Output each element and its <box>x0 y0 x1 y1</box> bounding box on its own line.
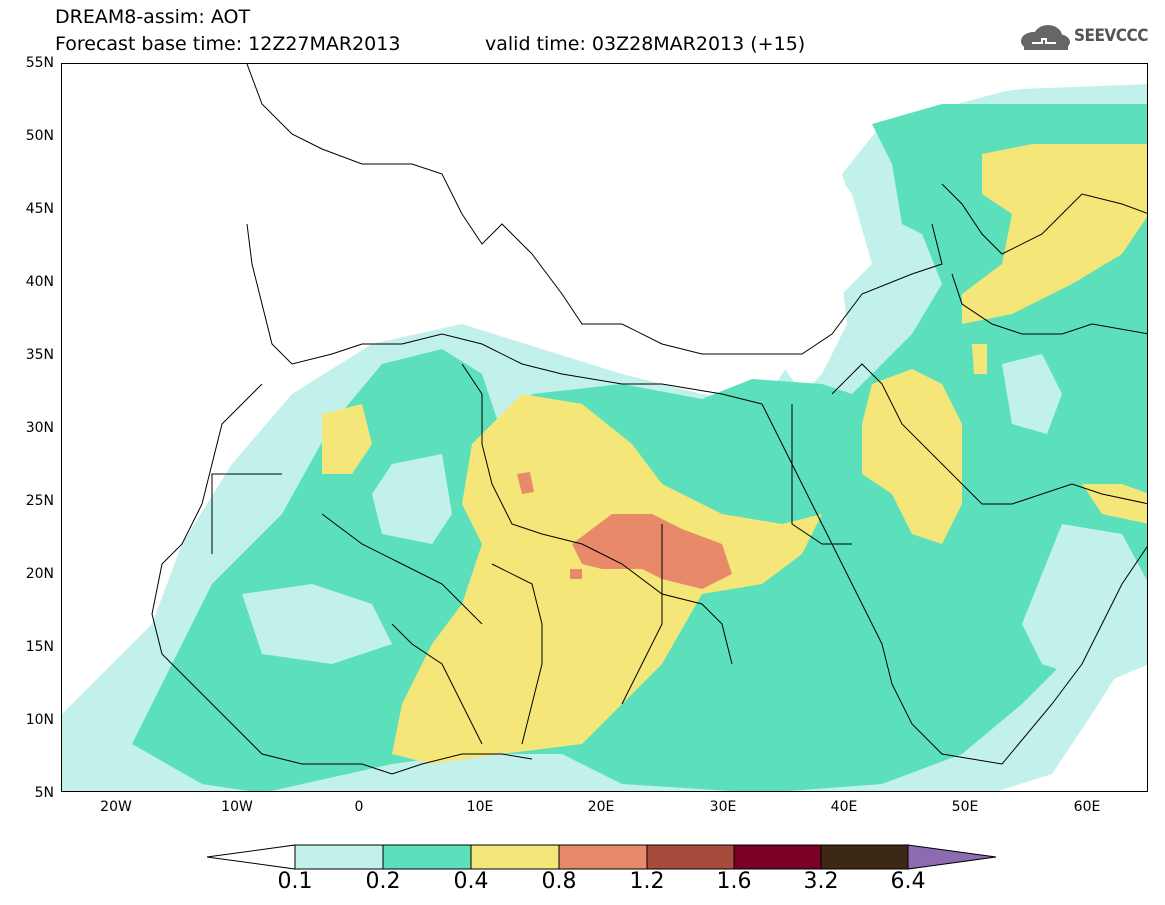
colorbar-swatch-0.2 <box>382 844 472 870</box>
map-title: DREAM8-assim: AOT <box>55 6 251 28</box>
colorbar-label-1.2: 1.2 <box>629 869 665 894</box>
lat-label-5n: 5N <box>34 785 54 801</box>
lat-label-10n: 10N <box>25 712 54 728</box>
colorbar-label-1.6: 1.6 <box>716 869 752 894</box>
lat-label-50n: 50N <box>25 128 54 144</box>
lat-label-25n: 25N <box>25 493 54 509</box>
seevccc-logo: SEEVCCC <box>1018 23 1158 53</box>
base-time: Forecast base time: 12Z27MAR2013 <box>55 33 401 55</box>
aot-map <box>62 64 1147 791</box>
lat-label-45n: 45N <box>25 201 54 217</box>
coastlines <box>151 64 1147 775</box>
lat-label-35n: 35N <box>25 347 54 363</box>
colorbar-swatch-0.1 <box>294 844 384 870</box>
colorbar-under-triangle <box>206 844 296 870</box>
lon-label-30e: 30E <box>709 799 737 815</box>
colorbar-label-6.4: 6.4 <box>890 869 926 894</box>
lon-label-60e: 60E <box>1073 799 1101 815</box>
lon-label-20e: 20E <box>587 799 615 815</box>
colorbar-label-0.1: 0.1 <box>277 869 313 894</box>
colorbar-label-0.2: 0.2 <box>365 869 401 894</box>
lat-label-15n: 15N <box>25 639 54 655</box>
map-area <box>61 63 1148 792</box>
lon-label-10e: 10E <box>466 799 494 815</box>
lat-label-30n: 30N <box>25 420 54 436</box>
lon-label-40e: 40E <box>830 799 858 815</box>
aot-level-0.1-holes <box>242 354 1147 684</box>
colorbar-swatch-1.2 <box>646 844 735 870</box>
colorbar-swatch-3.2 <box>820 844 909 870</box>
colorbar-swatch-0.4 <box>470 844 560 870</box>
cloud-logo-icon <box>1021 25 1070 50</box>
colorbar-label-0.8: 0.8 <box>541 869 577 894</box>
lon-label-20w: 20W <box>100 799 132 815</box>
colorbar-swatch-0.8 <box>558 844 648 870</box>
forecast-times: Forecast base time: 12Z27MAR2013 valid ti… <box>55 33 805 55</box>
colorbar-label-3.2: 3.2 <box>803 869 839 894</box>
lon-label-0: 0 <box>354 799 364 815</box>
lon-label-50e: 50E <box>951 799 979 815</box>
aot-level-0.8 <box>517 472 732 589</box>
lat-label-20n: 20N <box>25 566 54 582</box>
lon-label-10w: 10W <box>221 799 253 815</box>
aot-level-0.4 <box>322 144 1147 764</box>
colorbar-over-triangle <box>907 844 997 870</box>
logo-text: SEEVCCC <box>1074 26 1148 46</box>
lat-label-40n: 40N <box>25 274 54 290</box>
colorbar-swatch-1.6 <box>733 844 822 870</box>
colorbar-label-0.4: 0.4 <box>453 869 489 894</box>
lat-label-55n: 55N <box>25 55 54 71</box>
valid-time: valid time: 03Z28MAR2013 (+15) <box>485 33 806 55</box>
